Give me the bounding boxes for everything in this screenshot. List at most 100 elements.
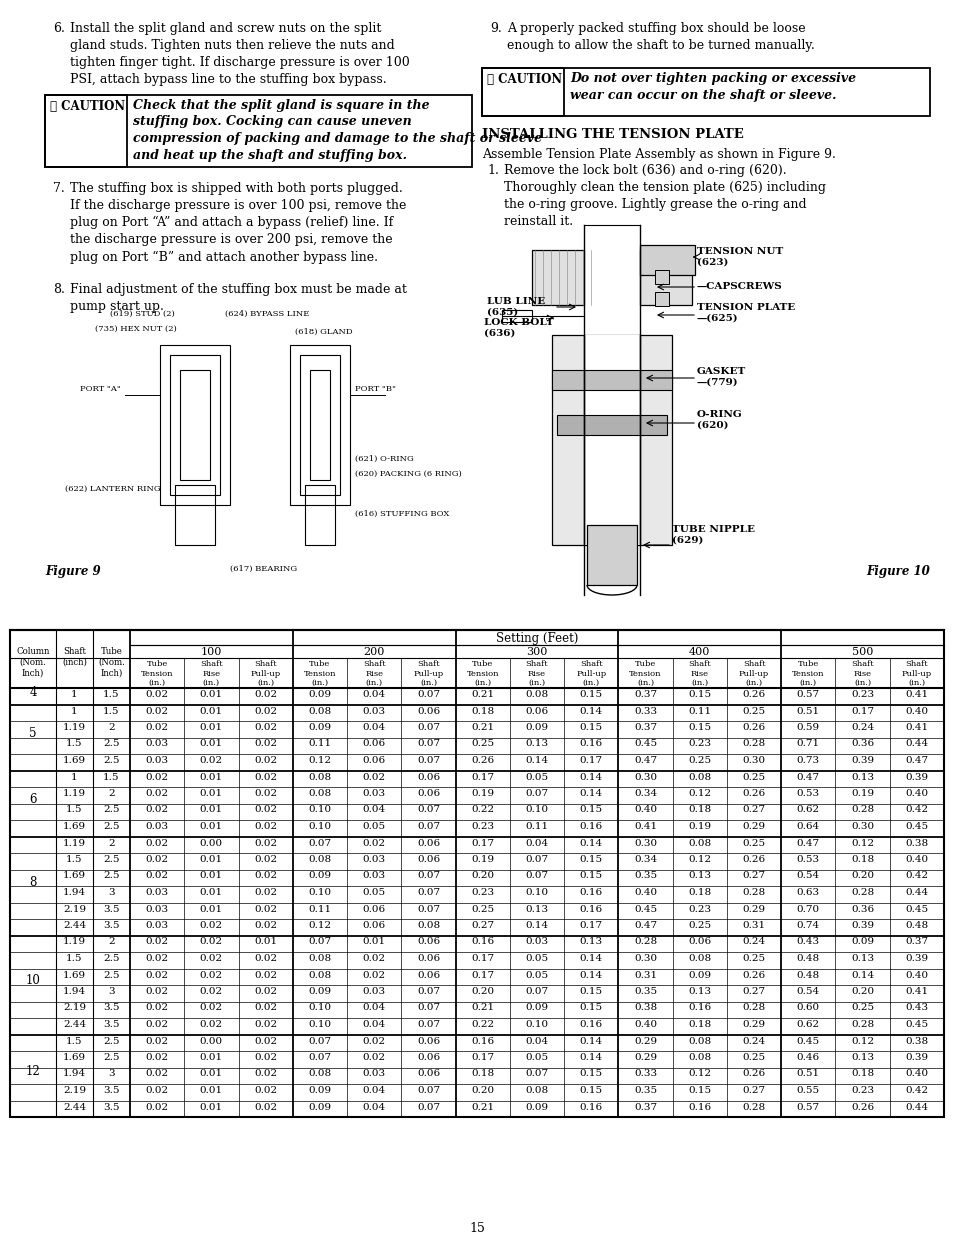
Text: 0.02: 0.02 — [253, 1004, 277, 1013]
Text: 0.17: 0.17 — [579, 921, 602, 930]
Text: 0.02: 0.02 — [253, 1070, 277, 1078]
Text: 0.16: 0.16 — [579, 888, 602, 897]
Text: 1.69: 1.69 — [63, 872, 86, 881]
Text: Column
(Nom.
Inch): Column (Nom. Inch) — [16, 647, 50, 678]
Text: 0.43: 0.43 — [796, 937, 819, 946]
Text: 1.69: 1.69 — [63, 756, 86, 764]
Text: 0.13: 0.13 — [687, 987, 711, 995]
Text: (617) BEARING: (617) BEARING — [230, 564, 296, 573]
Text: 0.29: 0.29 — [741, 823, 765, 831]
Text: 0.14: 0.14 — [579, 953, 602, 963]
Text: 0.11: 0.11 — [687, 706, 711, 715]
Text: 0.03: 0.03 — [362, 855, 385, 864]
Text: 0.35: 0.35 — [634, 1086, 657, 1095]
Text: Shaft
Pull-up
(in.): Shaft Pull-up (in.) — [251, 659, 280, 687]
Text: Install the split gland and screw nuts on the split
gland studs. Tighten nuts th: Install the split gland and screw nuts o… — [70, 22, 410, 86]
Text: Remove the lock bolt (636) and o-ring (620).
Thoroughly clean the tension plate : Remove the lock bolt (636) and o-ring (6… — [503, 164, 825, 228]
Text: 0.07: 0.07 — [308, 839, 331, 847]
Text: (621) O-RING: (621) O-RING — [355, 454, 414, 463]
Text: Shaft
Rise
(in.): Shaft Rise (in.) — [525, 659, 548, 687]
Text: 0.60: 0.60 — [796, 1004, 819, 1013]
Text: 0.02: 0.02 — [253, 953, 277, 963]
Text: 0.00: 0.00 — [199, 1036, 223, 1046]
Text: 0.02: 0.02 — [253, 839, 277, 847]
Text: 0.15: 0.15 — [579, 855, 602, 864]
Text: 0.30: 0.30 — [634, 953, 657, 963]
Text: 0.14: 0.14 — [525, 756, 548, 764]
Text: 0.02: 0.02 — [146, 773, 169, 782]
Text: 0.28: 0.28 — [741, 888, 765, 897]
Text: 8.: 8. — [53, 283, 65, 296]
Text: 0.02: 0.02 — [253, 789, 277, 798]
Text: 0.02: 0.02 — [199, 1004, 223, 1013]
Text: 0.08: 0.08 — [687, 953, 711, 963]
Text: 0.06: 0.06 — [416, 971, 439, 979]
Text: 0.34: 0.34 — [634, 789, 657, 798]
Text: 0.02: 0.02 — [253, 1036, 277, 1046]
Bar — [310, 370, 330, 480]
Text: 0.07: 0.07 — [416, 1020, 439, 1029]
Text: 0.70: 0.70 — [796, 904, 819, 914]
Text: 0.16: 0.16 — [471, 1036, 494, 1046]
Text: 0.10: 0.10 — [525, 888, 548, 897]
Text: 0.06: 0.06 — [416, 855, 439, 864]
Text: 0.44: 0.44 — [904, 1103, 927, 1112]
Text: 0.26: 0.26 — [850, 1103, 873, 1112]
Text: 0.37: 0.37 — [634, 722, 657, 732]
Bar — [583, 335, 639, 545]
Text: 2.5: 2.5 — [103, 740, 120, 748]
Text: 0.37: 0.37 — [634, 1103, 657, 1112]
Text: 0.31: 0.31 — [634, 971, 657, 979]
Text: 0.03: 0.03 — [362, 872, 385, 881]
Text: 0.01: 0.01 — [199, 904, 223, 914]
Text: 0.48: 0.48 — [796, 953, 819, 963]
Text: 0.06: 0.06 — [416, 937, 439, 946]
Text: 0.06: 0.06 — [416, 773, 439, 782]
Text: 0.09: 0.09 — [525, 722, 548, 732]
Text: 0.40: 0.40 — [634, 1020, 657, 1029]
Text: 0.07: 0.07 — [416, 987, 439, 995]
Text: 0.57: 0.57 — [796, 1103, 819, 1112]
Text: 0.12: 0.12 — [850, 1036, 873, 1046]
Text: 1.69: 1.69 — [63, 823, 86, 831]
Text: 0.10: 0.10 — [308, 823, 331, 831]
Text: 0.13: 0.13 — [850, 1053, 873, 1062]
Text: 0.01: 0.01 — [199, 872, 223, 881]
Text: 0.04: 0.04 — [362, 805, 385, 815]
Text: 0.03: 0.03 — [362, 789, 385, 798]
Bar — [45, 95, 127, 167]
Text: 0.02: 0.02 — [199, 1020, 223, 1029]
Text: 0.02: 0.02 — [146, 953, 169, 963]
Text: 0.03: 0.03 — [362, 1070, 385, 1078]
Text: 0.02: 0.02 — [253, 722, 277, 732]
Text: 0.18: 0.18 — [687, 1020, 711, 1029]
Text: 0.07: 0.07 — [416, 740, 439, 748]
Text: 0.01: 0.01 — [199, 1086, 223, 1095]
Text: 0.01: 0.01 — [253, 937, 277, 946]
Text: 0.30: 0.30 — [634, 773, 657, 782]
Text: 0.38: 0.38 — [904, 1036, 927, 1046]
Text: 2.5: 2.5 — [103, 823, 120, 831]
Text: 1.69: 1.69 — [63, 971, 86, 979]
Text: 0.38: 0.38 — [634, 1004, 657, 1013]
Text: 6.: 6. — [53, 22, 65, 35]
Text: 0.02: 0.02 — [253, 872, 277, 881]
Text: 0.07: 0.07 — [308, 1036, 331, 1046]
Text: 0.03: 0.03 — [146, 904, 169, 914]
Text: 0.44: 0.44 — [904, 888, 927, 897]
Text: ⚠ CAUTION: ⚠ CAUTION — [486, 73, 561, 86]
Text: 0.17: 0.17 — [471, 953, 494, 963]
Text: 0.46: 0.46 — [796, 1053, 819, 1062]
Text: 0.07: 0.07 — [416, 823, 439, 831]
Text: 0.01: 0.01 — [199, 1103, 223, 1112]
Text: 2.19: 2.19 — [63, 1004, 86, 1013]
Text: 0.40: 0.40 — [904, 1070, 927, 1078]
Text: 0.08: 0.08 — [687, 1053, 711, 1062]
Text: 0.14: 0.14 — [579, 1036, 602, 1046]
Text: 0.02: 0.02 — [253, 1103, 277, 1112]
Text: 0.02: 0.02 — [199, 921, 223, 930]
Text: 0.06: 0.06 — [525, 706, 548, 715]
Text: 0.43: 0.43 — [904, 1004, 927, 1013]
Text: 0.04: 0.04 — [362, 1004, 385, 1013]
Text: 0.13: 0.13 — [525, 740, 548, 748]
